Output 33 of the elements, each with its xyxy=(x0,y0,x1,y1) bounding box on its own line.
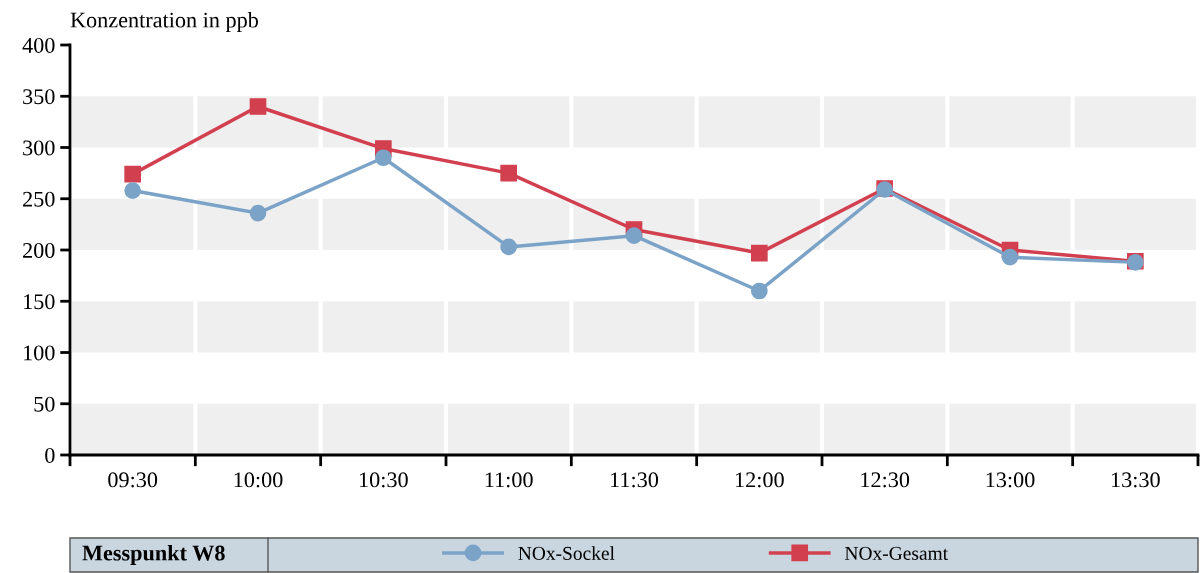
x-tick-label: 11:00 xyxy=(485,472,533,488)
x-tick-label: 10:30 xyxy=(359,472,408,488)
x-tick-label: 11:30 xyxy=(611,472,659,488)
point xyxy=(124,182,142,199)
legend-label: NOx-Sockel xyxy=(518,546,615,560)
x-tick-label: 13:00 xyxy=(986,472,1035,488)
point xyxy=(750,282,768,300)
x-tick-label: 13:30 xyxy=(1111,472,1160,488)
y-tick-label: 50 xyxy=(34,396,55,412)
y-tick-label: 100 xyxy=(24,345,55,361)
y-tick-label: 200 xyxy=(23,242,55,258)
legend-title: Messpunkt W8 xyxy=(82,544,225,566)
point xyxy=(500,238,518,256)
legend-label: NOx-Gesamt xyxy=(844,546,948,560)
point xyxy=(625,227,643,244)
point xyxy=(124,165,142,183)
point xyxy=(249,204,267,222)
point xyxy=(750,244,768,262)
y-tick-label: 0 xyxy=(45,447,55,463)
y-tick-label: 300 xyxy=(23,140,55,156)
y-tick-label: 400 xyxy=(22,37,55,53)
point xyxy=(1001,248,1019,266)
y-tick-label: 350 xyxy=(23,89,55,105)
point xyxy=(500,164,518,182)
x-tick-label: 12:00 xyxy=(735,472,784,488)
y-axis-title: Konzentration in ppb xyxy=(70,11,258,33)
y-tick-label: 150 xyxy=(24,294,55,310)
y-tick-label: 250 xyxy=(23,191,55,207)
point xyxy=(374,149,392,167)
point xyxy=(249,98,267,115)
x-tick-label: 12:30 xyxy=(861,472,910,488)
x-tick-label: 09:30 xyxy=(108,472,158,488)
x-tick-label: 10:00 xyxy=(234,472,283,488)
